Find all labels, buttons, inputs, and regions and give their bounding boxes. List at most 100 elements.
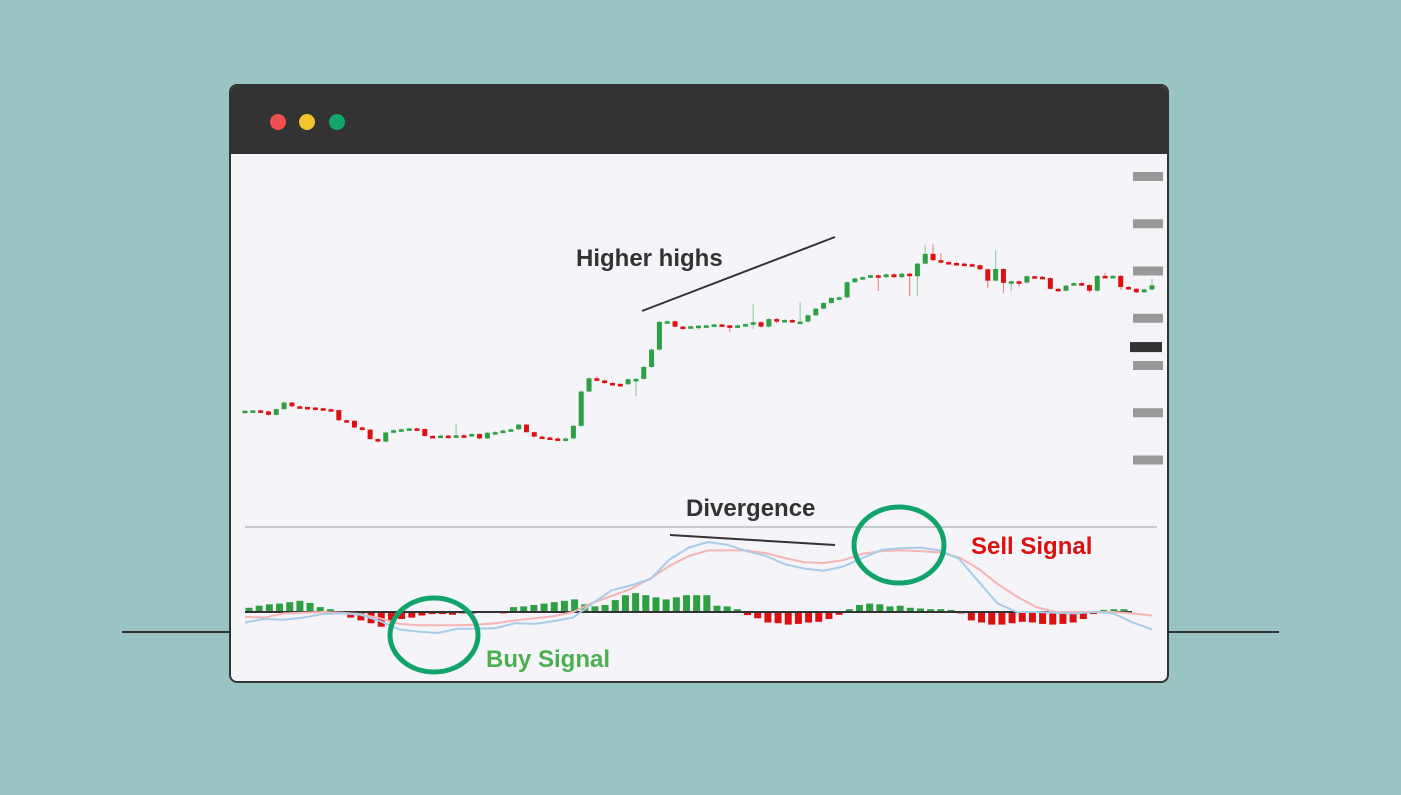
macd-histogram-bar bbox=[744, 612, 752, 616]
macd-histogram-bar bbox=[316, 607, 324, 612]
candle bbox=[938, 252, 944, 263]
macd-histogram-bar bbox=[876, 604, 884, 612]
macd-histogram-bar bbox=[855, 605, 863, 612]
candle bbox=[1149, 279, 1155, 291]
candle bbox=[289, 401, 295, 408]
candle bbox=[750, 304, 756, 329]
candle bbox=[1047, 277, 1053, 290]
macd-histogram-bar bbox=[632, 593, 640, 612]
candle bbox=[828, 297, 834, 304]
divergence-label: Divergence bbox=[686, 495, 815, 522]
macd-histogram-bar bbox=[713, 605, 721, 612]
macd-histogram-bar bbox=[265, 604, 273, 612]
macd-histogram-bar bbox=[662, 599, 670, 612]
macd-histogram-bar bbox=[1028, 612, 1036, 623]
candle bbox=[993, 250, 999, 282]
candle bbox=[578, 390, 584, 427]
browser-window: Higher highs Divergence Sell Signal Buy … bbox=[229, 84, 1169, 683]
candle bbox=[516, 423, 522, 431]
price-axis-tick-1 bbox=[1133, 219, 1163, 229]
candle bbox=[320, 407, 326, 411]
candle bbox=[547, 436, 553, 441]
candle bbox=[1110, 274, 1116, 279]
candle bbox=[1063, 284, 1069, 292]
candle bbox=[821, 302, 827, 310]
candle bbox=[766, 318, 772, 328]
candle bbox=[500, 429, 506, 434]
macd-histogram-bar bbox=[784, 612, 792, 625]
macd-histogram-bar bbox=[978, 612, 986, 623]
candle bbox=[899, 272, 905, 279]
macd-histogram-bar bbox=[540, 603, 548, 612]
macd-histogram-bar bbox=[245, 607, 253, 612]
candle bbox=[336, 409, 342, 422]
higher-highs-label: Higher highs bbox=[576, 245, 723, 272]
minimize-dot[interactable] bbox=[299, 114, 315, 130]
macd-histogram-bar bbox=[448, 612, 456, 615]
candle bbox=[555, 437, 561, 441]
candle bbox=[719, 323, 725, 328]
macd-histogram-bar bbox=[438, 612, 446, 615]
macd-histogram-bar bbox=[1008, 612, 1016, 624]
macd-histogram-bar bbox=[611, 600, 619, 612]
candle bbox=[1141, 288, 1147, 294]
macd-histogram-bar bbox=[398, 612, 406, 619]
macd-histogram-bar bbox=[815, 612, 823, 622]
candle bbox=[383, 431, 389, 443]
macd-histogram-bar bbox=[1069, 612, 1077, 623]
candle bbox=[758, 321, 764, 328]
candle bbox=[860, 276, 866, 280]
candle bbox=[461, 434, 467, 438]
macd-histogram-bar bbox=[550, 602, 558, 612]
macd-histogram-bar bbox=[621, 595, 629, 612]
macd-histogram-bar bbox=[927, 609, 935, 612]
candle bbox=[406, 427, 412, 431]
candle bbox=[1126, 285, 1132, 290]
macd-histogram-bar bbox=[591, 606, 599, 612]
candle bbox=[445, 434, 451, 439]
candle bbox=[617, 383, 623, 387]
candle bbox=[656, 320, 662, 351]
candle bbox=[789, 319, 795, 323]
candle bbox=[774, 318, 780, 324]
macd-histogram-bar bbox=[896, 605, 904, 612]
candle bbox=[359, 426, 365, 431]
macd-histogram-bar bbox=[733, 609, 741, 612]
window-title-bar bbox=[231, 86, 1167, 154]
macd-histogram-bar bbox=[642, 595, 650, 612]
candle bbox=[430, 435, 436, 439]
candle bbox=[703, 324, 709, 328]
candle bbox=[649, 348, 655, 368]
candle bbox=[836, 296, 842, 300]
macd-histogram-bar bbox=[988, 612, 996, 625]
higher-highs-trendline bbox=[641, 236, 836, 312]
candle bbox=[1008, 280, 1014, 292]
macd-histogram-bar bbox=[428, 612, 436, 615]
macd-histogram-bar bbox=[571, 599, 579, 612]
candle bbox=[328, 408, 334, 412]
candle bbox=[672, 320, 678, 328]
candle bbox=[1071, 282, 1077, 286]
candle bbox=[1102, 273, 1108, 279]
macd-histogram-bar bbox=[947, 609, 955, 612]
maximize-dot[interactable] bbox=[329, 114, 345, 130]
price-axis-tick-0 bbox=[1133, 172, 1163, 181]
candle bbox=[868, 274, 874, 279]
macd-histogram-bar bbox=[764, 612, 772, 623]
candle bbox=[641, 366, 647, 380]
macd-histogram-bar bbox=[672, 597, 680, 612]
close-dot[interactable] bbox=[270, 114, 286, 130]
macd-histogram-bar bbox=[1059, 612, 1067, 624]
macd-histogram-bar bbox=[255, 605, 263, 612]
signal-line bbox=[244, 549, 1153, 627]
candle bbox=[570, 424, 576, 440]
candle bbox=[782, 319, 788, 323]
divergence-trendline bbox=[669, 534, 836, 546]
macd-histogram-bar bbox=[408, 612, 416, 618]
macd-histogram bbox=[245, 593, 1128, 627]
candle bbox=[422, 428, 428, 437]
candle bbox=[852, 277, 858, 284]
macd-histogram-bar bbox=[967, 612, 975, 621]
price-axis-tick-6 bbox=[1133, 455, 1163, 465]
candle bbox=[1024, 275, 1030, 284]
